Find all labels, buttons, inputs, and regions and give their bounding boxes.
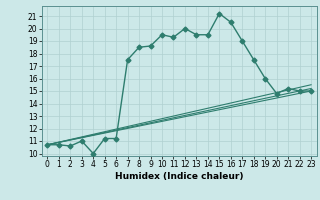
X-axis label: Humidex (Indice chaleur): Humidex (Indice chaleur) [115,172,244,181]
